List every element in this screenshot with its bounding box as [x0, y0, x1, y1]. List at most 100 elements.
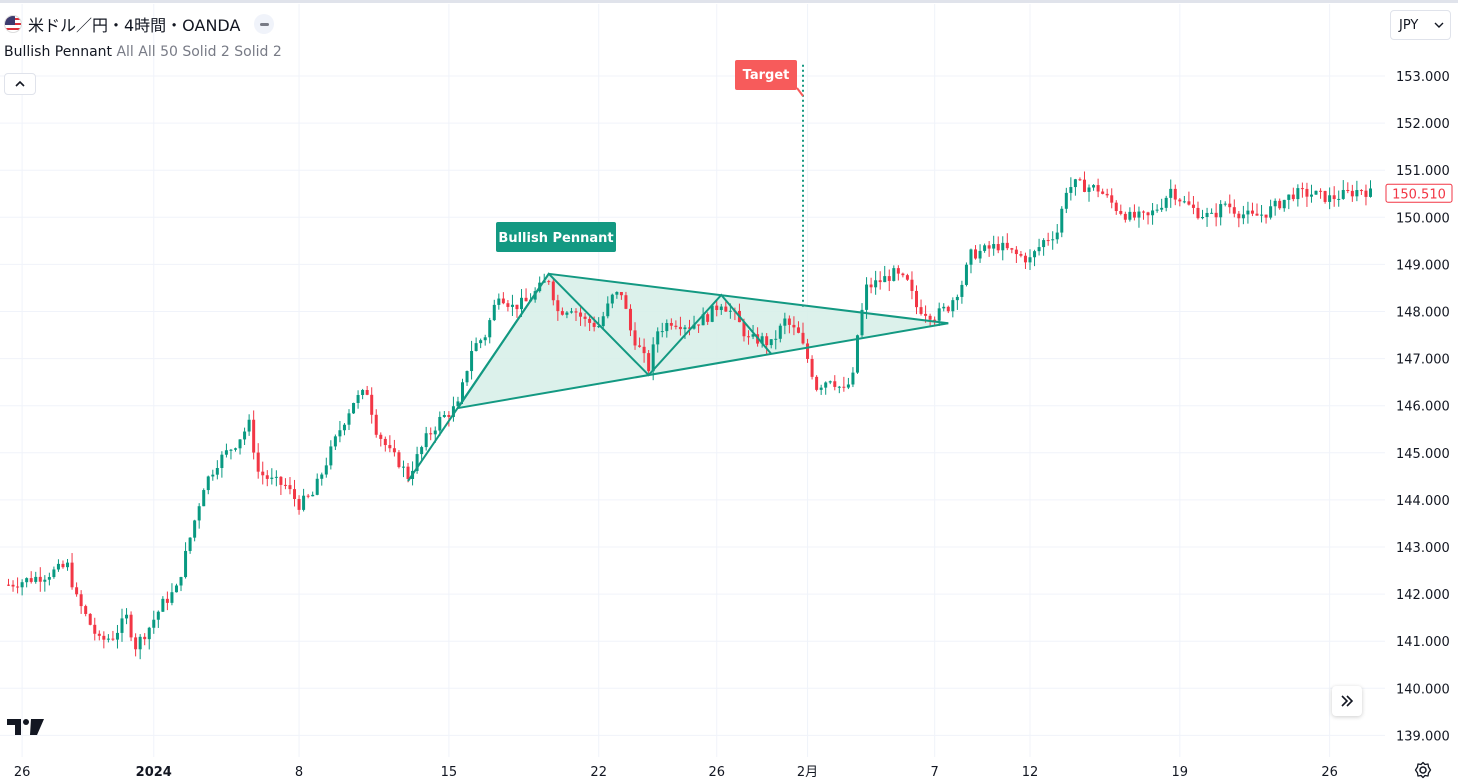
candle-body [1087, 187, 1091, 192]
candle-body [261, 471, 265, 476]
candle-body [728, 310, 732, 312]
top-border [0, 0, 1458, 3]
candle-body [1055, 232, 1059, 240]
candle-body [1350, 190, 1354, 197]
candle-body [1164, 197, 1168, 208]
pennant-lines [407, 61, 949, 482]
candle-body [1019, 254, 1023, 256]
candle-body [638, 345, 642, 347]
candle-body [628, 308, 632, 331]
candle-body [179, 577, 183, 586]
candle-body [1051, 239, 1055, 241]
candle-body [1096, 185, 1100, 192]
candle-body [120, 618, 124, 633]
candle-body [456, 401, 460, 407]
indicator-legend[interactable]: Bullish Pennant All All 50 Solid 2 Solid… [4, 44, 282, 60]
candle-body [1314, 190, 1318, 195]
candle-body [265, 475, 269, 479]
candle-body [937, 308, 941, 321]
candle-body [1210, 212, 1214, 214]
candle-body [855, 335, 859, 373]
currency-selector[interactable]: JPY [1390, 10, 1451, 40]
pattern-labels: Bullish Pennant Target [496, 60, 804, 252]
collapse-legend-button[interactable] [4, 73, 36, 95]
candle-body [1250, 210, 1254, 214]
minus-icon[interactable] [254, 14, 275, 34]
gear-icon[interactable] [1413, 760, 1433, 780]
candle-body [819, 387, 823, 390]
candle-body [197, 506, 201, 521]
candle-body [16, 586, 20, 588]
candle-body [147, 627, 151, 640]
candle-body [333, 436, 337, 447]
x-tick-label: 26 [1321, 765, 1338, 780]
candle-body [447, 415, 451, 417]
candle-body [619, 291, 623, 296]
candle-body [1282, 199, 1286, 209]
candle-body [796, 327, 800, 333]
candle-body [560, 311, 564, 315]
candle-body [52, 569, 56, 578]
candle-body [697, 324, 701, 326]
candle-body [837, 386, 841, 388]
candle-body [942, 306, 946, 309]
y-tick-label: 143.000 [1396, 541, 1450, 556]
candlestick-series [7, 171, 1372, 660]
indicator-name: Bullish Pennant [4, 44, 113, 60]
candle-body [569, 311, 573, 313]
candle-body [129, 614, 133, 638]
candle-body [461, 382, 464, 402]
scroll-to-realtime-button[interactable] [1332, 686, 1362, 716]
candle-body [1291, 194, 1295, 200]
candle-body [1191, 204, 1195, 208]
candle-body [1219, 204, 1223, 218]
y-tick-label: 148.000 [1396, 306, 1450, 321]
candle-body [565, 312, 569, 315]
candle-body [551, 281, 555, 301]
candle-body [792, 324, 796, 328]
candle-body [1323, 190, 1327, 202]
candle-body [810, 358, 814, 377]
candle-body [234, 448, 237, 450]
candle-body [1092, 185, 1096, 188]
candle-body [815, 376, 819, 390]
candle-body [706, 314, 710, 322]
candle-body [874, 280, 878, 288]
candle-body [919, 307, 923, 314]
candle-body [1296, 188, 1300, 200]
candle-body [274, 476, 278, 478]
candle-body [674, 325, 678, 327]
pennant-shape [457, 273, 949, 409]
candle-body [383, 438, 387, 446]
candle-body [933, 319, 937, 321]
candle-body [1119, 211, 1123, 214]
candle-body [342, 424, 346, 431]
x-tick-label: 22 [590, 765, 607, 780]
tradingview-logo-icon[interactable] [7, 716, 45, 740]
chevron-down-icon [1434, 22, 1444, 28]
candle-body [324, 465, 328, 475]
candle-body [161, 598, 165, 612]
candle-body [1232, 207, 1236, 214]
candle-body [747, 336, 751, 338]
candle-body [1237, 213, 1241, 219]
candle-body [102, 635, 106, 640]
candle-body [156, 611, 160, 620]
candle-body [869, 284, 873, 288]
candle-body [905, 275, 909, 280]
candle-body [1028, 257, 1032, 263]
candle-body [955, 296, 959, 301]
candle-body [946, 306, 950, 312]
candle-body [401, 466, 405, 468]
y-tick-label: 153.000 [1396, 70, 1450, 85]
candle-body [488, 320, 492, 338]
pattern-label: Bullish Pennant [498, 231, 613, 246]
candle-body [451, 406, 455, 417]
symbol-title[interactable]: 米ドル／円・4時間・OANDA [28, 16, 241, 35]
candle-body [111, 638, 115, 640]
candle-body [252, 419, 256, 453]
pennant-fill [457, 273, 949, 409]
candle-body [433, 430, 437, 435]
candle-body [774, 338, 778, 340]
